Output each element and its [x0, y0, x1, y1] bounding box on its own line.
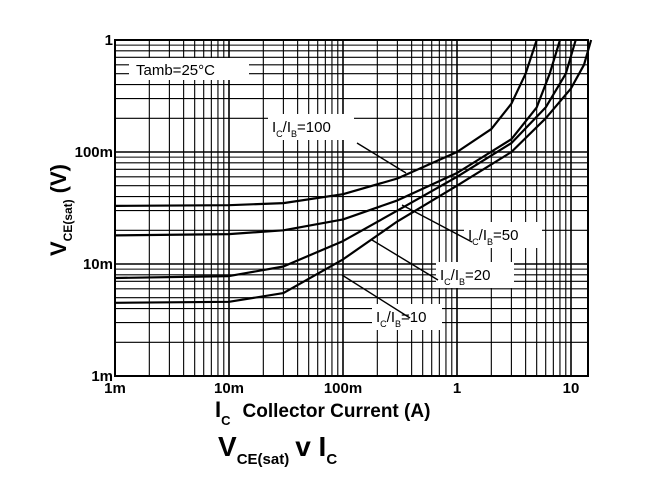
- series-label-box: [268, 114, 354, 140]
- x-axis-subscript: C: [221, 413, 231, 428]
- leader-line-10: [341, 274, 411, 319]
- series-label: IC/IB=50: [468, 227, 518, 247]
- svg-text:VCE(sat)(V): VCE(sat) (V): [46, 164, 75, 256]
- title-mid: v I: [295, 431, 326, 462]
- series-line-100: [114, 39, 538, 207]
- plot-frame: [114, 39, 589, 377]
- x-tick-label: 1: [453, 380, 461, 397]
- x-axis-label: IC Collector Current (A): [215, 397, 430, 428]
- x-tick-label: 10: [563, 380, 580, 397]
- x-tick-label: 1m: [104, 380, 126, 397]
- leader-line-50: [401, 204, 473, 243]
- series-label-box: [372, 304, 442, 330]
- series-label-box: [464, 222, 542, 248]
- annotation-box: [129, 58, 249, 80]
- leader-lines: [341, 142, 473, 319]
- leader-line-20: [371, 239, 439, 281]
- y-tick-label: 100m: [75, 144, 113, 161]
- series-label: IC/IB=10: [376, 309, 426, 329]
- x-axis-symbol: I: [215, 397, 221, 422]
- series-label-box: [436, 262, 514, 288]
- title-sub2: C: [326, 451, 337, 468]
- y-axis-symbol: V: [46, 241, 71, 256]
- y-tick-label: 1m: [91, 368, 113, 385]
- series-labels: IC/IB=100 IC/IB=50 IC/IB=20 IC/IB=10: [268, 114, 542, 330]
- annotation-text: Tamb=25°C: [136, 62, 215, 79]
- series-line-10: [114, 39, 593, 304]
- chart-title: VCE(sat) v IC: [218, 431, 337, 468]
- series-label: IC/IB=20: [440, 267, 490, 287]
- x-tick-label: 100m: [324, 380, 362, 397]
- title-main: V: [218, 431, 237, 462]
- series-label: IC/IB=100: [272, 119, 331, 139]
- series-line-20: [114, 39, 577, 280]
- y-axis-label: VCE(sat) (V): [46, 164, 75, 256]
- y-tick-label: 1: [105, 32, 113, 49]
- y-axis-subscript: CE(sat): [61, 199, 75, 241]
- x-axis-text: Collector Current (A): [243, 401, 431, 422]
- chart-series-group: [114, 39, 593, 304]
- tick-labels: 1m 10m 100m 1 10 1m 10m 100m 1: [75, 32, 580, 397]
- x-tick-label: 10m: [214, 380, 244, 397]
- y-axis-unit: (V): [46, 164, 71, 193]
- series-line-50: [114, 39, 562, 237]
- title-sub1: CE(sat): [237, 451, 290, 468]
- y-tick-label: 10m: [83, 256, 113, 273]
- leader-line-100: [356, 142, 407, 174]
